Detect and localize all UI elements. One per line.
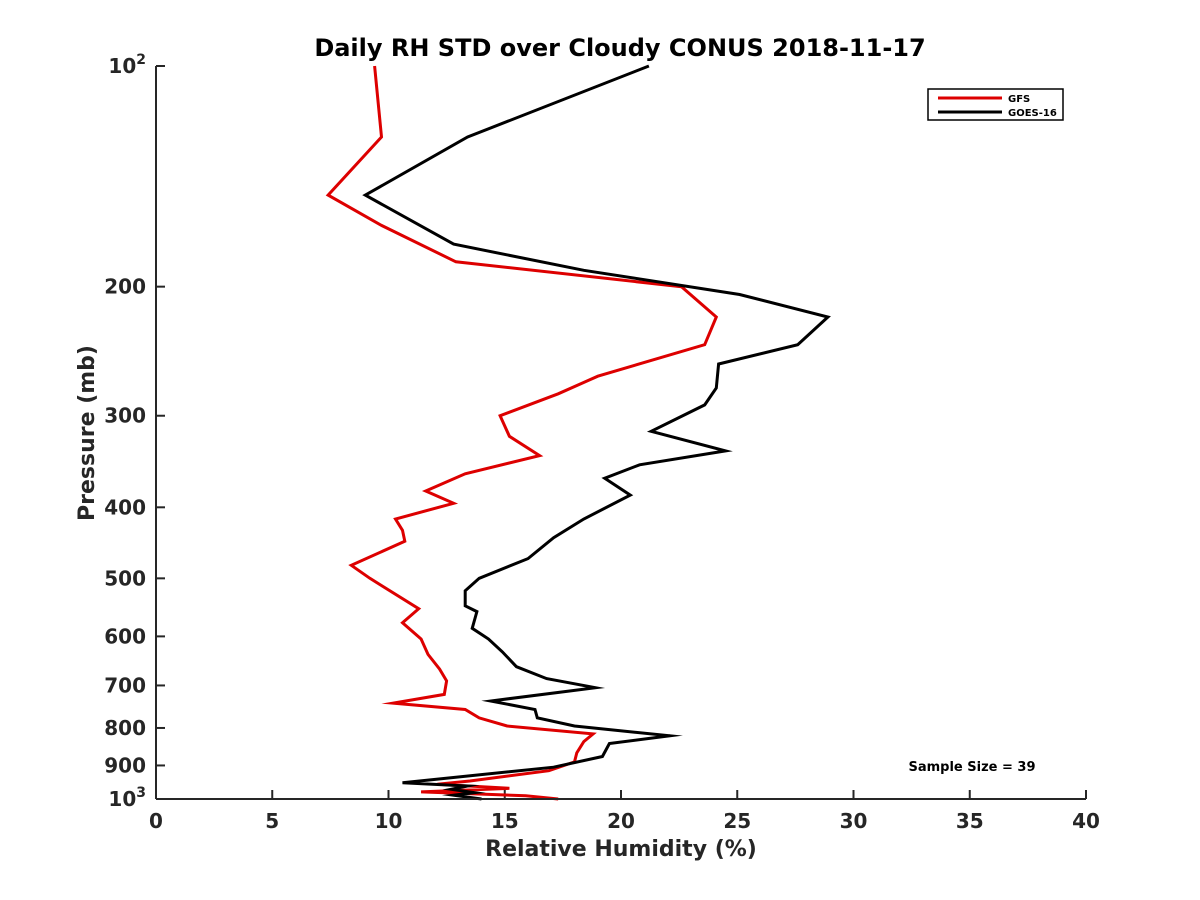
y-tick-label: 900 <box>104 753 146 777</box>
y-tick-label: 400 <box>104 495 146 519</box>
y-tick-label: 700 <box>104 673 146 697</box>
data-series <box>325 64 831 801</box>
x-tick-label: 35 <box>956 809 984 833</box>
x-axis-label: Relative Humidity (%) <box>485 837 757 862</box>
y-tick-exponent: 3 <box>136 785 146 801</box>
x-tick-label: 40 <box>1072 809 1100 833</box>
legend-label: GOES-16 <box>1008 108 1057 119</box>
series-line-goes-16 <box>362 64 831 801</box>
y-tick-label: 500 <box>104 566 146 590</box>
chart-title: Daily RH STD over Cloudy CONUS 2018-11-1… <box>314 34 925 62</box>
x-tick-label: 30 <box>840 809 868 833</box>
legend: GFS GOES-16 <box>927 88 1064 121</box>
x-tick-label: 5 <box>265 809 279 833</box>
legend-box <box>927 88 1064 121</box>
legend-label: GFS <box>1008 94 1030 105</box>
y-axis-label: Pressure (mb) <box>75 345 100 521</box>
x-tick-label: 0 <box>149 809 163 833</box>
axis-ticks: 0 5 10 15 20 25 30 35 40102200300400500600700800… <box>104 52 1100 833</box>
x-tick-label: 20 <box>607 809 635 833</box>
x-tick-label: 15 <box>491 809 519 833</box>
x-tick-label: 10 <box>375 809 403 833</box>
y-tick-label: 800 <box>104 716 146 740</box>
y-tick-label: 600 <box>104 624 146 648</box>
y-tick-label: 200 <box>104 275 146 299</box>
y-tick-exponent: 2 <box>136 52 146 68</box>
y-tick-label: 300 <box>104 404 146 428</box>
sample-size-annotation: Sample Size = 39 <box>908 760 1035 775</box>
x-tick-label: 25 <box>723 809 751 833</box>
